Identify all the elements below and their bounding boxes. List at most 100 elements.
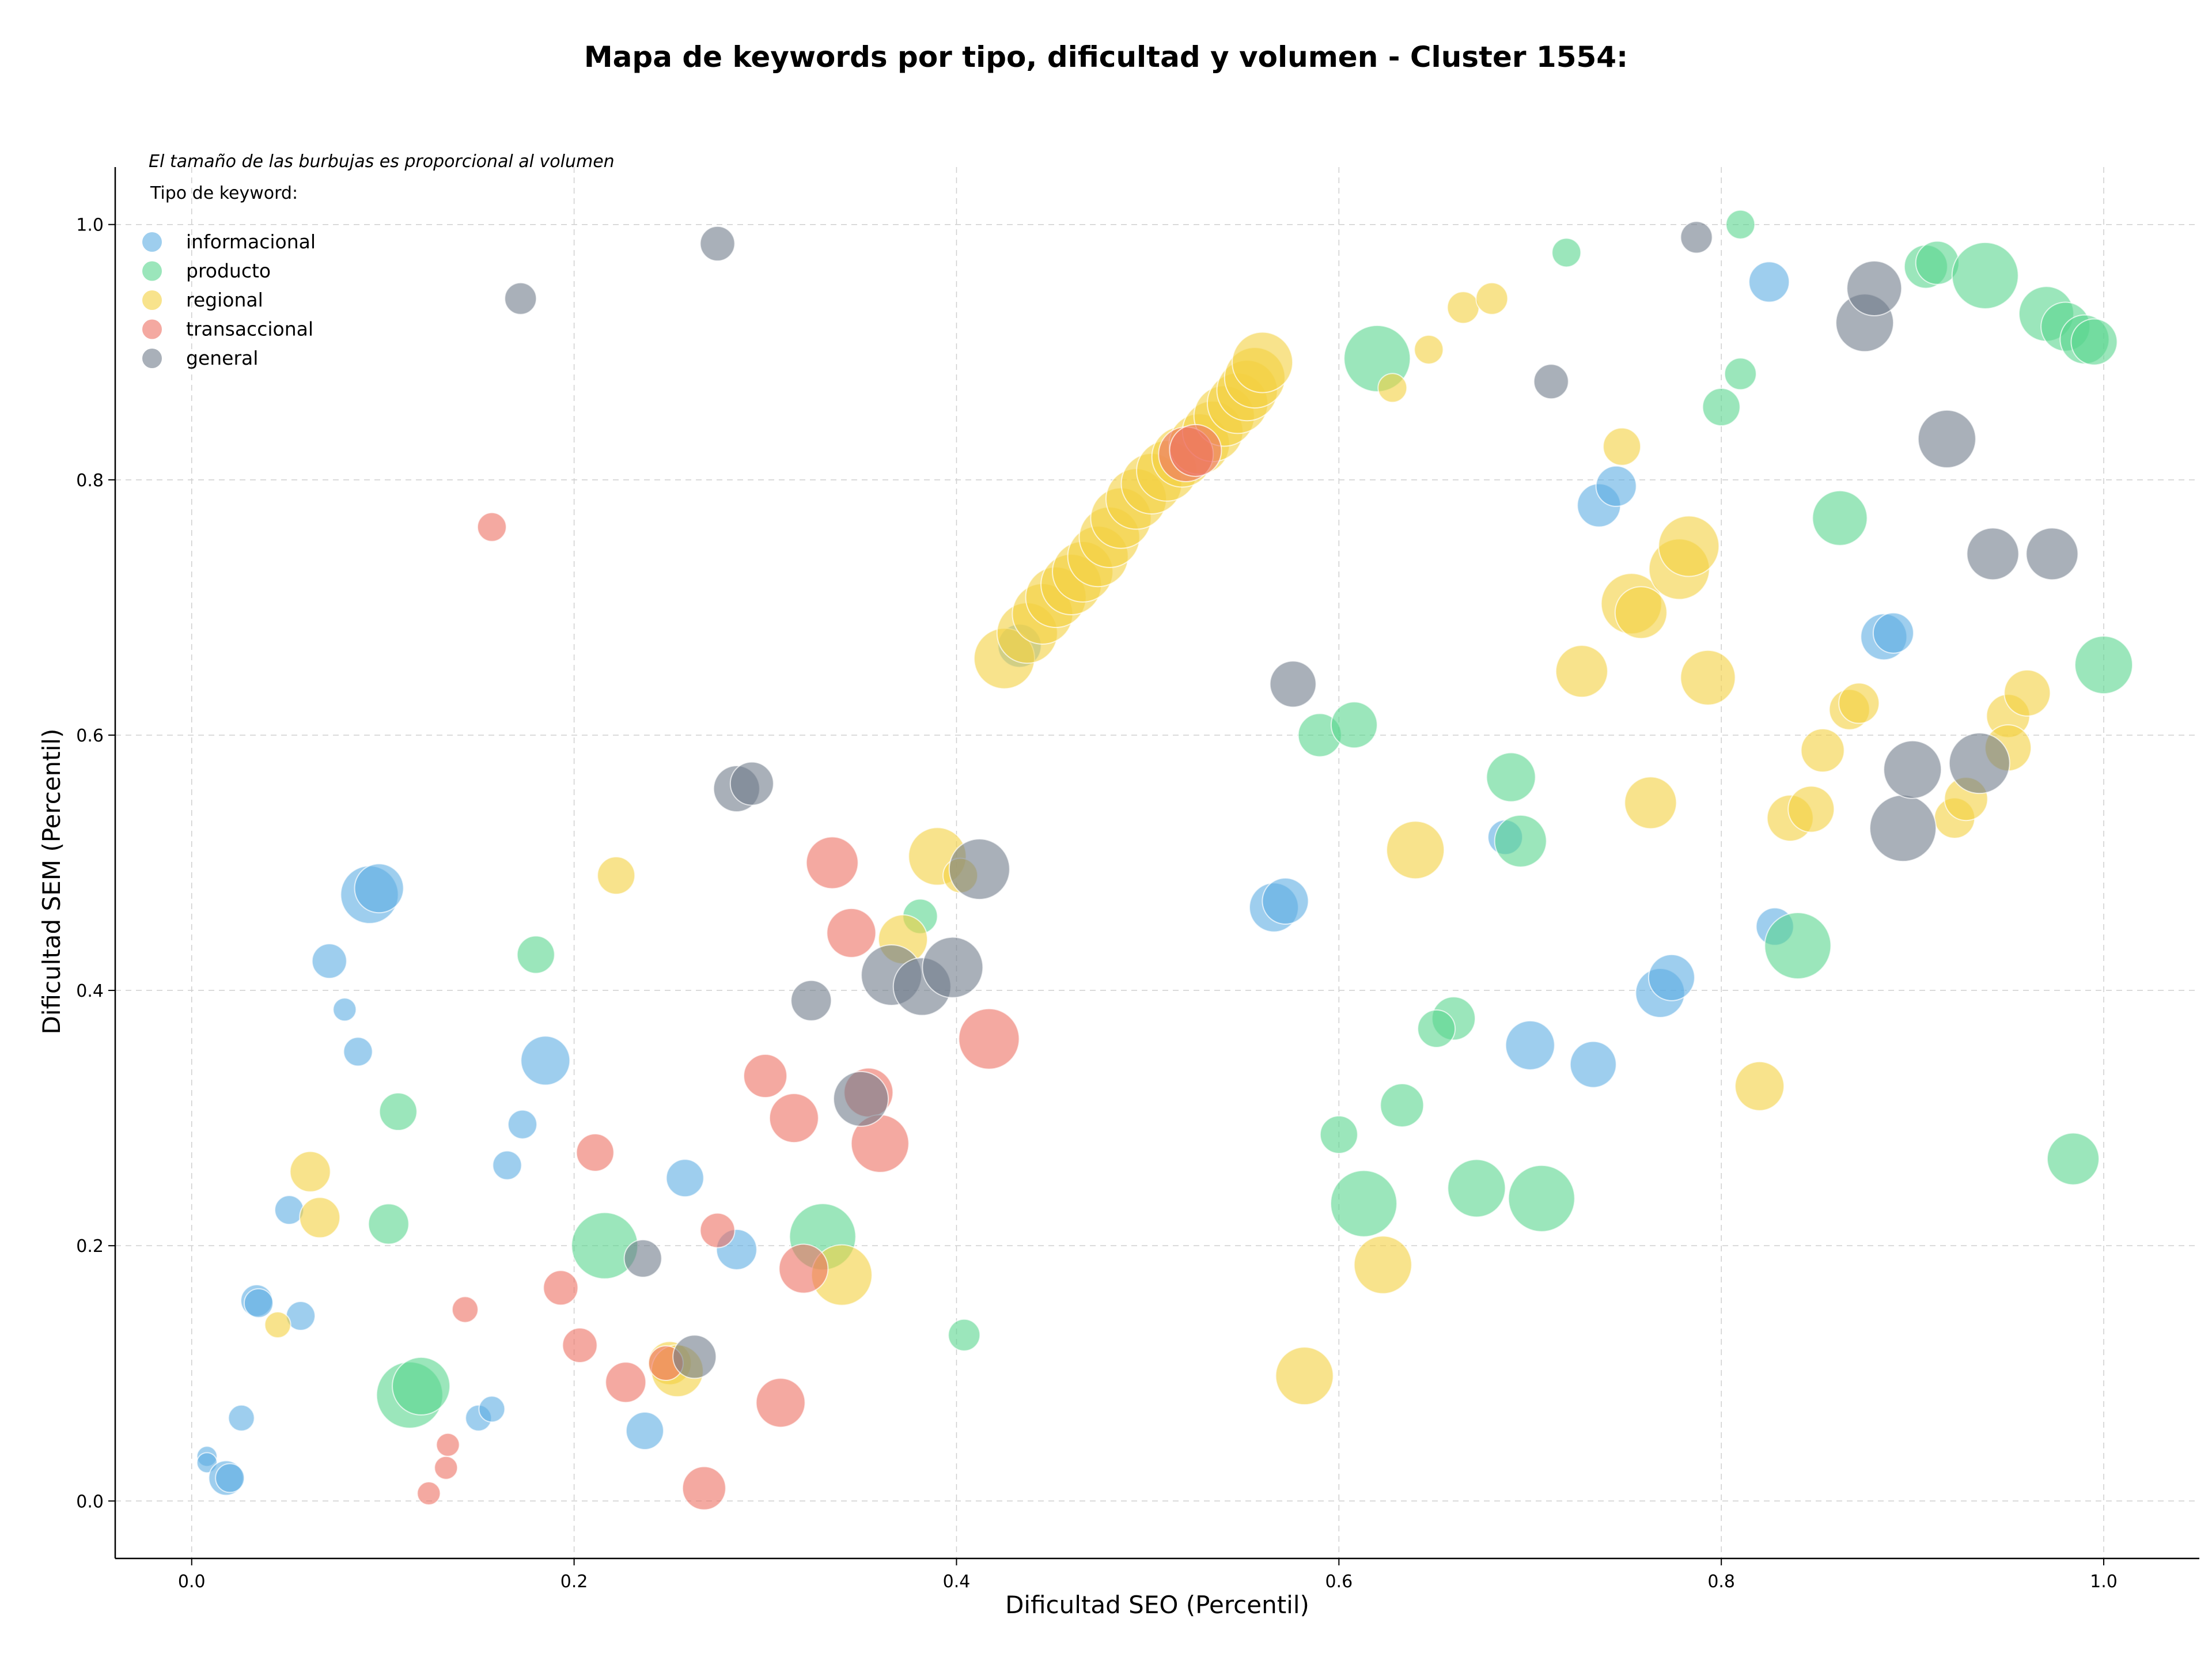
regional-bubble: [289, 1151, 331, 1193]
transaccional-bubble: [575, 1133, 615, 1172]
producto-bubble: [1494, 814, 1547, 868]
producto-bubble: [2046, 1132, 2100, 1186]
general-bubble: [1869, 794, 1937, 862]
regional-bubble: [1275, 1346, 1334, 1406]
general-bubble: [1883, 740, 1942, 799]
regional-bubble: [1787, 785, 1835, 833]
producto-bubble: [368, 1203, 410, 1245]
producto-bubble: [1486, 752, 1536, 803]
informacional-bubble: [520, 1035, 571, 1086]
x-tick-label: 0.2: [560, 1572, 588, 1592]
informacional-bubble: [343, 1036, 373, 1067]
producto-bubble: [1330, 701, 1378, 749]
informacional-bubble: [311, 943, 347, 979]
regional-bubble: [264, 1311, 291, 1339]
transaccional-bubble: [699, 1212, 736, 1248]
bubbles: [196, 209, 2134, 1511]
transaccional-bubble: [681, 1466, 726, 1511]
regional-bubble: [597, 856, 636, 895]
producto-bubble: [1319, 1115, 1358, 1154]
transaccional-bubble: [451, 1296, 479, 1323]
x-tick-label: 1.0: [2090, 1572, 2118, 1592]
general-bubble: [699, 225, 736, 262]
producto-bubble: [1724, 357, 1757, 391]
general-bubble: [2025, 527, 2079, 581]
general-bubble: [1966, 527, 2020, 581]
informacional-bubble: [665, 1159, 704, 1198]
x-tick-label: 0.0: [178, 1572, 206, 1592]
informacional-bubble: [354, 863, 404, 914]
legend-item-transaccional: transaccional: [142, 318, 313, 340]
informacional-bubble: [492, 1150, 522, 1181]
general-bubble: [504, 282, 537, 315]
producto-bubble: [378, 1092, 418, 1132]
general-bubble: [1269, 660, 1317, 708]
y-tick-label: 0.0: [76, 1492, 104, 1512]
producto-bubble: [392, 1356, 451, 1416]
legend-marker: [142, 319, 162, 339]
regional-bubble: [1446, 291, 1480, 324]
legend: informacional producto regional transaccion…: [142, 230, 316, 369]
informacional-bubble: [507, 1109, 538, 1140]
general-bubble: [1948, 732, 2010, 794]
regional-bubble: [2003, 669, 2051, 717]
legend-label: general: [186, 347, 258, 369]
regional-bubble: [1414, 334, 1444, 365]
series-informacional: [196, 261, 1914, 1496]
general-bubble: [623, 1239, 662, 1278]
legend-item-general: general: [142, 347, 258, 369]
regional-bubble: [1734, 1061, 1785, 1111]
series-general: [504, 221, 2079, 1379]
grid: [115, 167, 2199, 1558]
general-bubble: [833, 1070, 889, 1127]
size-note: El tamaño de las burbujas es proporciona…: [149, 152, 615, 172]
y-axis-label: Dificultad SEM (Percentil): [37, 729, 66, 1035]
regional-bubble: [1232, 331, 1294, 394]
producto-bubble: [1330, 1170, 1397, 1238]
informacional-bubble: [478, 1395, 506, 1423]
informacional-bubble: [215, 1463, 245, 1493]
informacional-bubble: [1262, 877, 1309, 925]
transaccional-bubble: [826, 907, 877, 958]
regional-bubble: [1555, 645, 1608, 698]
regional-bubble: [1838, 682, 1880, 724]
producto-bubble: [1812, 490, 1868, 546]
legend-item-producto: producto: [142, 260, 271, 282]
regional-bubble: [1800, 728, 1845, 773]
producto-bubble: [2074, 635, 2134, 695]
producto-bubble: [1508, 1164, 1575, 1232]
legend-title: Tipo de keyword:: [150, 183, 298, 203]
legend-marker: [142, 232, 162, 252]
regional-bubble: [1353, 1235, 1412, 1295]
series-producto: [368, 209, 2134, 1429]
general-bubble: [729, 761, 774, 806]
informacional-bubble: [1748, 261, 1790, 303]
transaccional-bubble: [1169, 423, 1222, 477]
informacional-bubble: [1872, 612, 1914, 654]
general-bubble: [1533, 364, 1569, 400]
legend-label: producto: [186, 260, 271, 282]
y-tick-label: 0.2: [76, 1236, 104, 1257]
transaccional-bubble: [768, 1093, 819, 1144]
x-tick-label: 0.4: [943, 1572, 971, 1592]
informacional-bubble: [1569, 1041, 1617, 1088]
transaccional-bubble: [958, 1008, 1020, 1070]
y-tick-label: 0.6: [76, 726, 104, 746]
legend-item-regional: regional: [142, 289, 263, 311]
producto-bubble: [1417, 1009, 1456, 1049]
general-bubble: [948, 838, 1010, 901]
regional-bubble: [299, 1197, 341, 1239]
producto-bubble: [516, 935, 555, 974]
regional-bubble: [1475, 282, 1509, 315]
y-tick-label: 0.8: [76, 471, 104, 491]
informacional-bubble: [1647, 954, 1695, 1001]
legend-marker: [142, 261, 162, 281]
x-axis-label: Dificultad SEO (Percentil): [1005, 1591, 1309, 1619]
producto-bubble: [2070, 318, 2118, 366]
legend-label: transaccional: [186, 318, 313, 340]
transaccional-bubble: [435, 1432, 460, 1457]
transaccional-bubble: [434, 1455, 459, 1480]
general-bubble: [790, 979, 832, 1021]
